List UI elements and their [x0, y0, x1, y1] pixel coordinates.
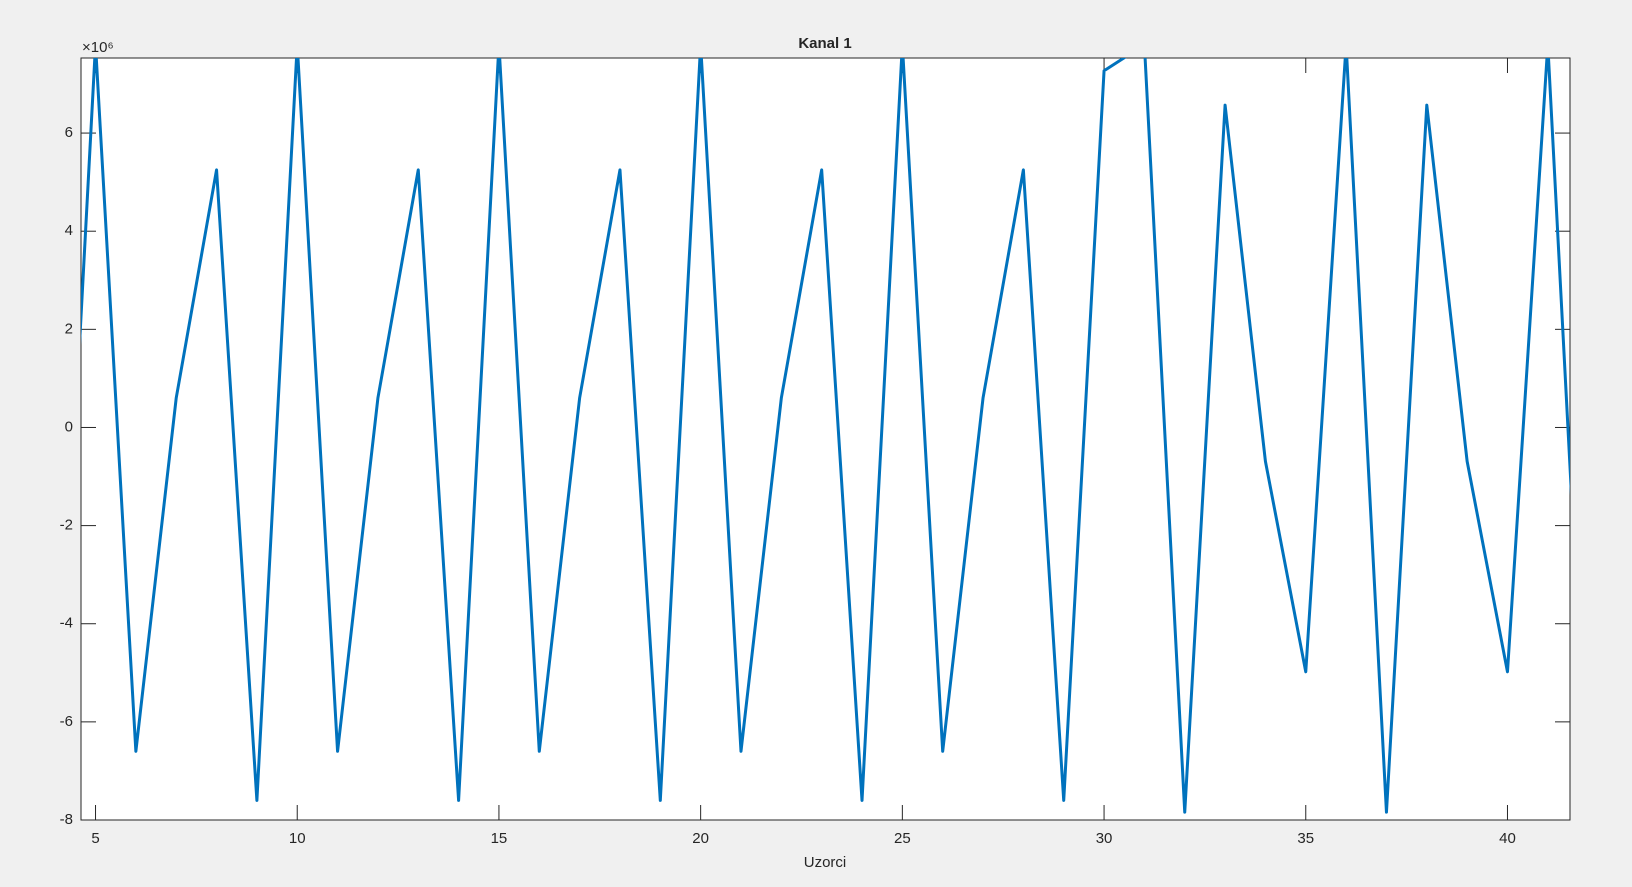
chart-title: Kanal 1	[798, 35, 851, 52]
y-tick-label: 4	[65, 222, 73, 239]
x-tick-label: 5	[91, 830, 99, 847]
x-tick-label: 15	[491, 830, 508, 847]
x-tick-label: 25	[894, 830, 911, 847]
x-tick-label: 35	[1297, 830, 1314, 847]
data-line	[81, 58, 1570, 814]
y-tick-label: -8	[60, 811, 73, 828]
y-tick-label: 2	[65, 320, 73, 337]
x-tick-label: 20	[692, 830, 709, 847]
x-tick-label: 10	[289, 830, 306, 847]
y-tick-label: -2	[60, 517, 73, 534]
x-tick-label: 30	[1096, 830, 1113, 847]
y-tick-label: 6	[65, 124, 73, 141]
x-axis-label: Uzorci	[804, 854, 847, 871]
y-tick-label: 0	[65, 418, 73, 435]
y-tick-label: -6	[60, 713, 73, 730]
x-tick-label: 40	[1499, 830, 1516, 847]
y-exponent: ×10⁶	[82, 39, 114, 56]
y-tick-label: -4	[60, 615, 73, 632]
